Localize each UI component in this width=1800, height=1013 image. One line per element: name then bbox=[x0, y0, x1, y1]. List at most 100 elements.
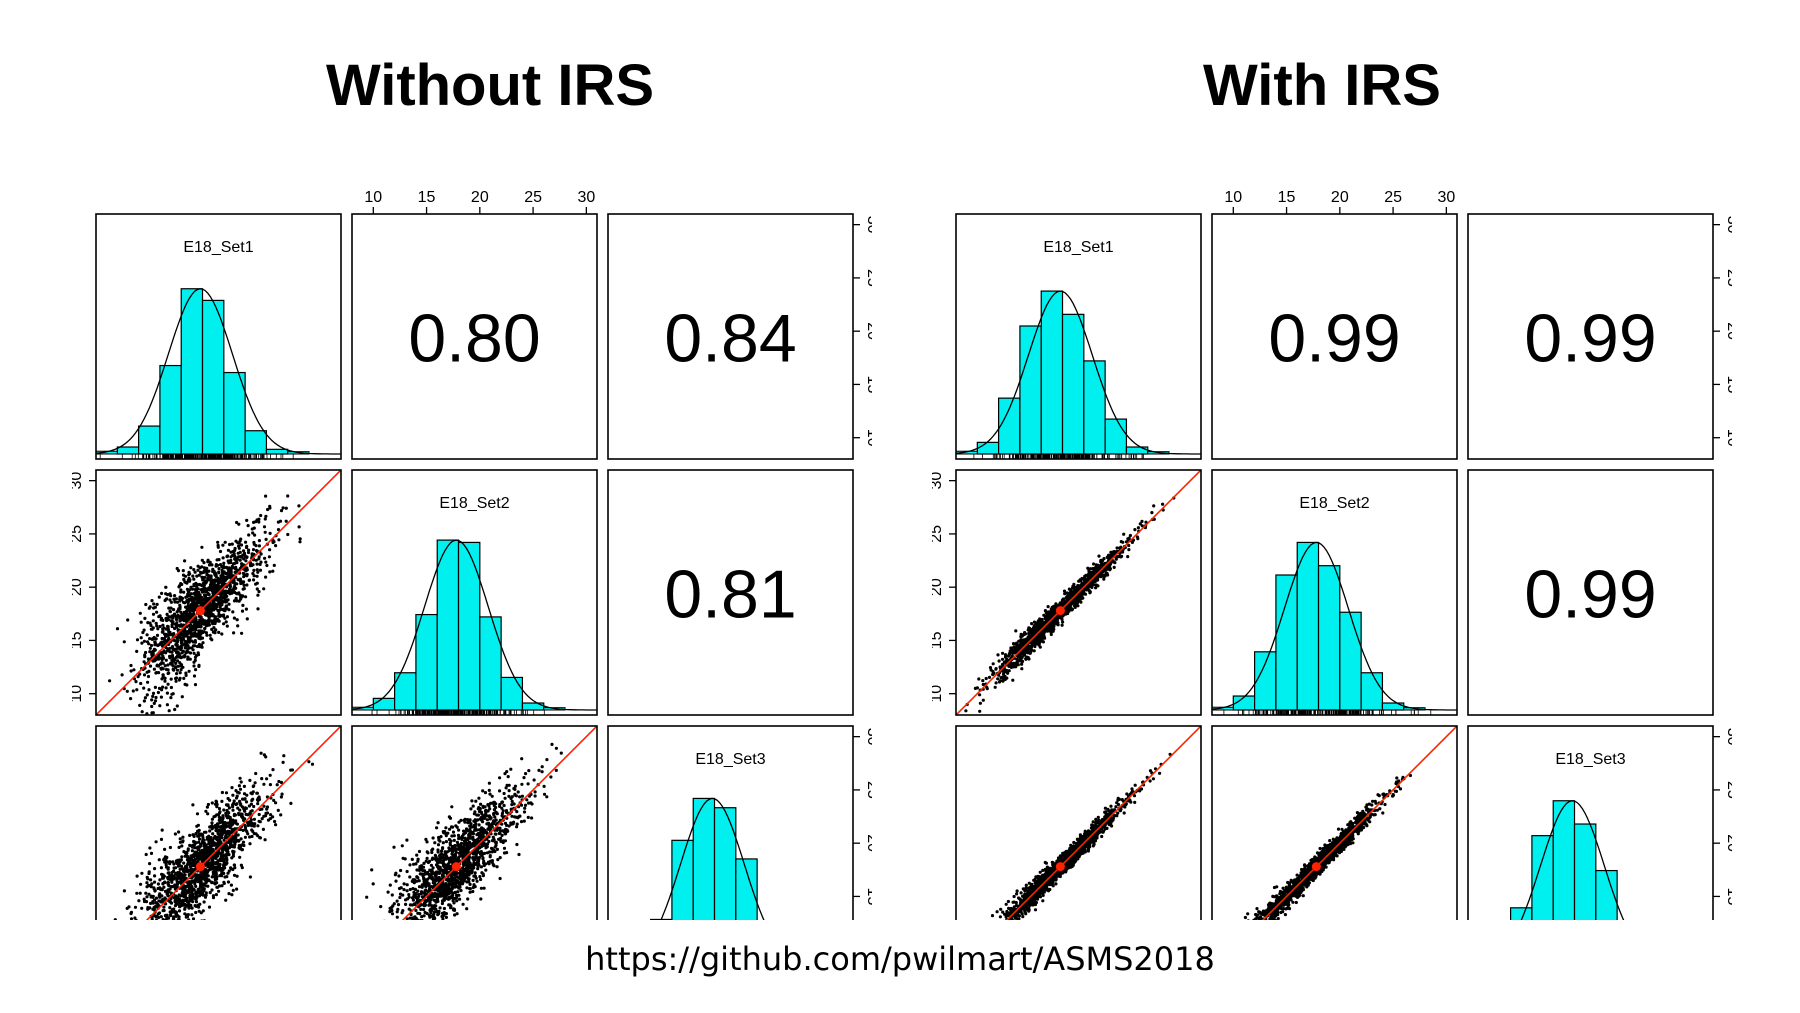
source-url: https://github.com/pwilmart/ASMS2018 bbox=[585, 940, 1215, 978]
axis-tick-label: 25 bbox=[72, 525, 85, 543]
density-curve bbox=[660, 797, 765, 920]
histogram-bar bbox=[1510, 907, 1533, 920]
histogram-bar bbox=[1083, 360, 1106, 455]
histogram-bar bbox=[415, 613, 438, 711]
scatter-matrix-without-irs: 0.80 0.84 0.81 E18_Set1 E18_Set2 E18_Set3 10 15… bbox=[72, 189, 872, 920]
axis-tick-label: 25 bbox=[524, 189, 542, 206]
correlation-value: 0.84 bbox=[664, 301, 796, 377]
histogram-bar bbox=[998, 397, 1021, 455]
axis-tick-label: 15 bbox=[932, 631, 945, 649]
axis-tick-label: 20 bbox=[1331, 189, 1349, 206]
histogram-bar bbox=[159, 364, 182, 455]
panel-frame bbox=[95, 469, 342, 716]
axis-tick-label: 25 bbox=[864, 781, 872, 799]
data-points bbox=[108, 494, 302, 715]
histogram-bar bbox=[1019, 325, 1042, 455]
fit-line bbox=[1261, 726, 1457, 920]
axis-tick-label: 25 bbox=[1724, 781, 1732, 799]
axis-tick-label: 30 bbox=[1724, 216, 1732, 234]
mean-point bbox=[1311, 862, 1321, 872]
histogram-bar bbox=[436, 539, 460, 711]
correlation-value: 0.99 bbox=[1268, 301, 1400, 377]
histogram-E18_Set3 bbox=[1510, 800, 1625, 920]
histogram-bar bbox=[1339, 611, 1362, 711]
axis-tick-label: 15 bbox=[1724, 888, 1732, 906]
histogram-E18_Set2 bbox=[352, 539, 597, 715]
fit-line bbox=[145, 726, 341, 920]
panel-frame bbox=[1211, 213, 1458, 460]
panel-frame bbox=[1211, 469, 1458, 716]
panel-frame bbox=[607, 469, 854, 716]
panel-frame bbox=[1467, 213, 1714, 460]
histogram-bar bbox=[1360, 672, 1384, 711]
scatter-matrix-with-irs: 0.99 0.99 0.99 E18_Set1 E18_Set2 E18_Set3 10 15… bbox=[932, 189, 1732, 920]
axis-tick-label: 20 bbox=[864, 834, 872, 852]
variable-label: E18_Set1 bbox=[1043, 239, 1113, 256]
panel-frame bbox=[351, 469, 598, 716]
histogram-bar bbox=[244, 430, 268, 455]
histogram-bar bbox=[457, 541, 481, 711]
correlation-value: 0.99 bbox=[1524, 301, 1656, 377]
histogram-bar bbox=[500, 676, 524, 711]
fit-line bbox=[1005, 726, 1201, 920]
axis-tick-label: 30 bbox=[72, 472, 85, 490]
variable-label: E18_Set2 bbox=[1299, 495, 1369, 512]
scatter-plot bbox=[990, 726, 1201, 920]
rug-marks bbox=[99, 454, 294, 459]
rug-marks bbox=[973, 454, 1144, 459]
axis-tick-label: 15 bbox=[864, 888, 872, 906]
histogram-bar bbox=[201, 299, 225, 455]
histogram-bar bbox=[1254, 651, 1277, 711]
mean-point bbox=[195, 606, 205, 616]
histogram-bar bbox=[180, 288, 204, 455]
fit-line bbox=[401, 726, 597, 920]
correlation-value: 0.80 bbox=[408, 301, 540, 377]
histogram-E18_Set2 bbox=[1212, 541, 1457, 715]
axis-tick-label: 15 bbox=[864, 376, 872, 394]
histogram-bar bbox=[116, 446, 140, 455]
histogram-bar bbox=[1040, 290, 1064, 455]
axis-tick-label: 25 bbox=[932, 525, 945, 543]
density-curve bbox=[352, 539, 597, 711]
panel-frame bbox=[1467, 469, 1714, 716]
variable-label: E18_Set3 bbox=[695, 751, 765, 768]
axis-tick-label: 30 bbox=[577, 189, 595, 206]
histogram-bar bbox=[1317, 565, 1341, 711]
axis-tick-label: 20 bbox=[1724, 834, 1732, 852]
histogram-E18_Set1 bbox=[96, 288, 341, 459]
histogram-bar bbox=[138, 425, 161, 455]
panel-frame bbox=[1211, 725, 1458, 920]
histogram-bar bbox=[479, 616, 502, 711]
left-chart-title: Without IRS bbox=[325, 53, 655, 118]
panel-frame bbox=[351, 213, 598, 460]
axis-tick-label: 30 bbox=[1724, 728, 1732, 746]
density-curve bbox=[1520, 800, 1625, 920]
histogram-bar bbox=[1104, 418, 1128, 455]
axis-tick-label: 20 bbox=[471, 189, 489, 206]
correlation-value: 0.81 bbox=[664, 557, 796, 633]
axis-tick-label: 30 bbox=[864, 728, 872, 746]
mean-point bbox=[195, 862, 205, 872]
histogram-bar bbox=[713, 807, 737, 920]
panel-frame bbox=[955, 469, 1202, 716]
fit-line bbox=[956, 470, 1201, 715]
variable-label: E18_Set1 bbox=[183, 239, 253, 256]
histogram-bar bbox=[1531, 835, 1554, 920]
rug-marks bbox=[1223, 710, 1432, 715]
histogram-bar bbox=[1125, 446, 1149, 455]
axis-tick-label: 20 bbox=[72, 578, 85, 596]
data-points bbox=[113, 751, 315, 920]
axis-tick-label: 15 bbox=[1724, 376, 1732, 394]
panel-frame bbox=[607, 725, 854, 920]
axis-tick-label: 25 bbox=[1384, 189, 1402, 206]
histogram-bar bbox=[1573, 823, 1597, 920]
histogram-bar bbox=[735, 858, 758, 920]
variable-label: E18_Set2 bbox=[439, 495, 509, 512]
axis-tick-label: 10 bbox=[364, 189, 382, 206]
axis-tick-label: 30 bbox=[1437, 189, 1455, 206]
histogram-bar bbox=[1296, 541, 1320, 711]
histogram-E18_Set3 bbox=[650, 797, 765, 920]
rug-marks bbox=[371, 710, 545, 715]
axis-tick-label: 20 bbox=[932, 578, 945, 596]
correlation-value: 0.99 bbox=[1524, 557, 1656, 633]
